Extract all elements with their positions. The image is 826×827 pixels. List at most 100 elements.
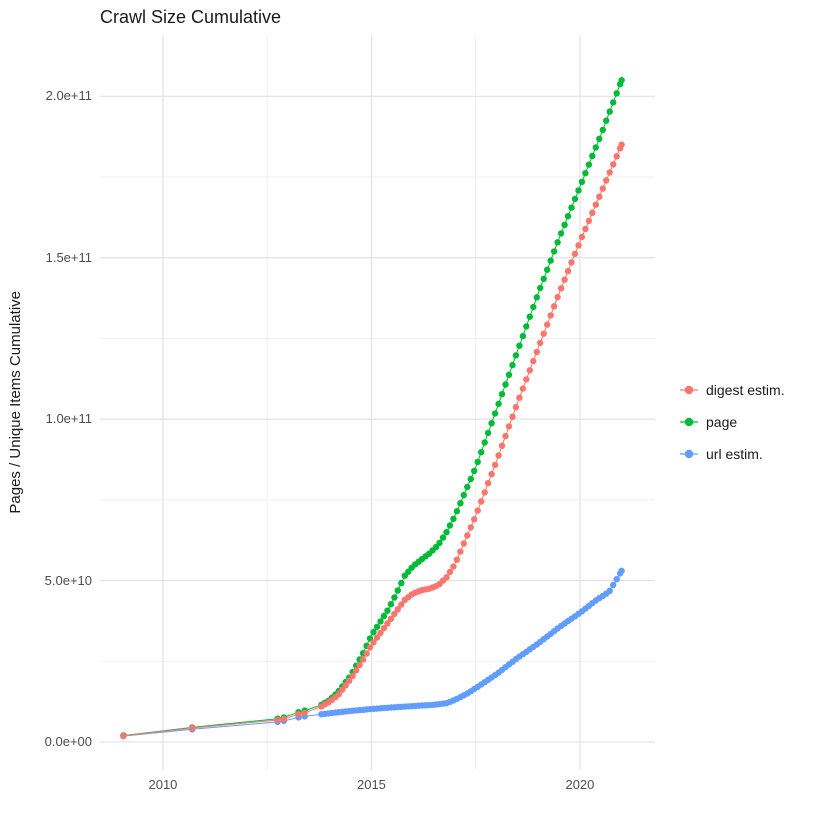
data-point (446, 522, 454, 529)
data-point (557, 285, 565, 292)
data-point (432, 543, 440, 551)
data-point (353, 667, 360, 674)
data-point (471, 516, 478, 523)
legend-label-url: url estim. (706, 446, 763, 462)
data-point (554, 293, 561, 301)
legend-entry-digest-estim: digest estim. (679, 379, 785, 401)
data-point (460, 540, 467, 547)
data-point (610, 99, 617, 106)
data-point (596, 135, 603, 142)
chart-title: Crawl Size Cumulative (100, 7, 282, 27)
data-point (547, 257, 554, 264)
data-point (384, 607, 391, 614)
legend-entry-url-estim: url estim. (679, 443, 785, 465)
data-point (467, 475, 474, 483)
data-point (544, 266, 551, 273)
data-point (530, 303, 537, 311)
data-point (533, 348, 540, 356)
data-point (554, 239, 561, 246)
data-point (495, 452, 502, 459)
data-point (592, 144, 599, 151)
data-point (274, 716, 281, 724)
data-point (457, 500, 464, 507)
data-point (618, 141, 625, 148)
data-point (589, 152, 596, 160)
data-point (380, 612, 388, 620)
x-tick-label: 2020 (565, 777, 595, 792)
data-point (606, 169, 613, 176)
data-point (481, 439, 488, 446)
x-tick-label: 2015 (356, 777, 386, 792)
data-point (596, 193, 603, 200)
data-point (589, 209, 596, 216)
data-point (540, 275, 547, 282)
legend-key-digest (680, 385, 698, 395)
series-line (123, 144, 623, 737)
data-point (568, 259, 575, 266)
data-point (519, 332, 527, 340)
data-point (478, 449, 485, 456)
data-point (550, 303, 558, 310)
data-point (544, 321, 551, 328)
data-point (450, 563, 457, 570)
legend-dot-page (684, 417, 694, 427)
data-point (339, 686, 346, 693)
legend-label-digest: digest estim. (706, 382, 785, 398)
data-point (606, 108, 613, 115)
data-point (582, 225, 589, 233)
data-point (349, 672, 356, 679)
data-point (457, 548, 464, 555)
data-point (564, 267, 572, 275)
data-point (530, 357, 537, 365)
data-point (453, 556, 461, 563)
data-point (606, 587, 613, 594)
data-point (295, 711, 302, 718)
data-point (575, 187, 582, 194)
y-tick-label: 1.0e+11 (45, 411, 92, 427)
data-point (467, 524, 474, 531)
data-point (568, 204, 575, 211)
data-point (443, 574, 450, 581)
data-point (603, 117, 610, 124)
data-point (509, 361, 516, 369)
data-point (519, 385, 527, 392)
data-point (453, 508, 461, 515)
data-point (599, 126, 606, 134)
data-point (512, 352, 520, 359)
data-point (498, 442, 506, 449)
y-tick-label: 2.0e+11 (45, 88, 92, 104)
data-point (481, 489, 488, 496)
data-point (394, 606, 401, 613)
data-point (610, 581, 617, 589)
data-point (537, 339, 544, 347)
data-point (439, 534, 447, 541)
data-point (571, 195, 579, 203)
data-point (575, 242, 582, 249)
data-point (335, 691, 342, 698)
data-point (585, 161, 593, 168)
data-point (498, 390, 506, 398)
data-point (120, 732, 127, 739)
data-point (391, 610, 398, 618)
data-point (523, 323, 530, 330)
data-point (578, 178, 586, 185)
data-point (613, 90, 620, 97)
data-point (394, 587, 401, 594)
data-point (342, 682, 349, 689)
legend-label-page: page (706, 414, 738, 430)
data-point (488, 470, 495, 478)
data-point (516, 342, 523, 349)
data-point (537, 284, 544, 292)
data-point (380, 625, 388, 632)
y-tick-label: 1.5e+11 (45, 249, 92, 265)
legend: digest estim. page url estim. (679, 379, 785, 465)
data-point (366, 644, 374, 651)
data-point (505, 371, 513, 378)
data-point (387, 601, 395, 608)
data-point (484, 429, 492, 437)
series-url-estim- (120, 567, 625, 740)
data-point (384, 620, 391, 627)
data-point (464, 532, 471, 539)
data-point (547, 312, 554, 319)
